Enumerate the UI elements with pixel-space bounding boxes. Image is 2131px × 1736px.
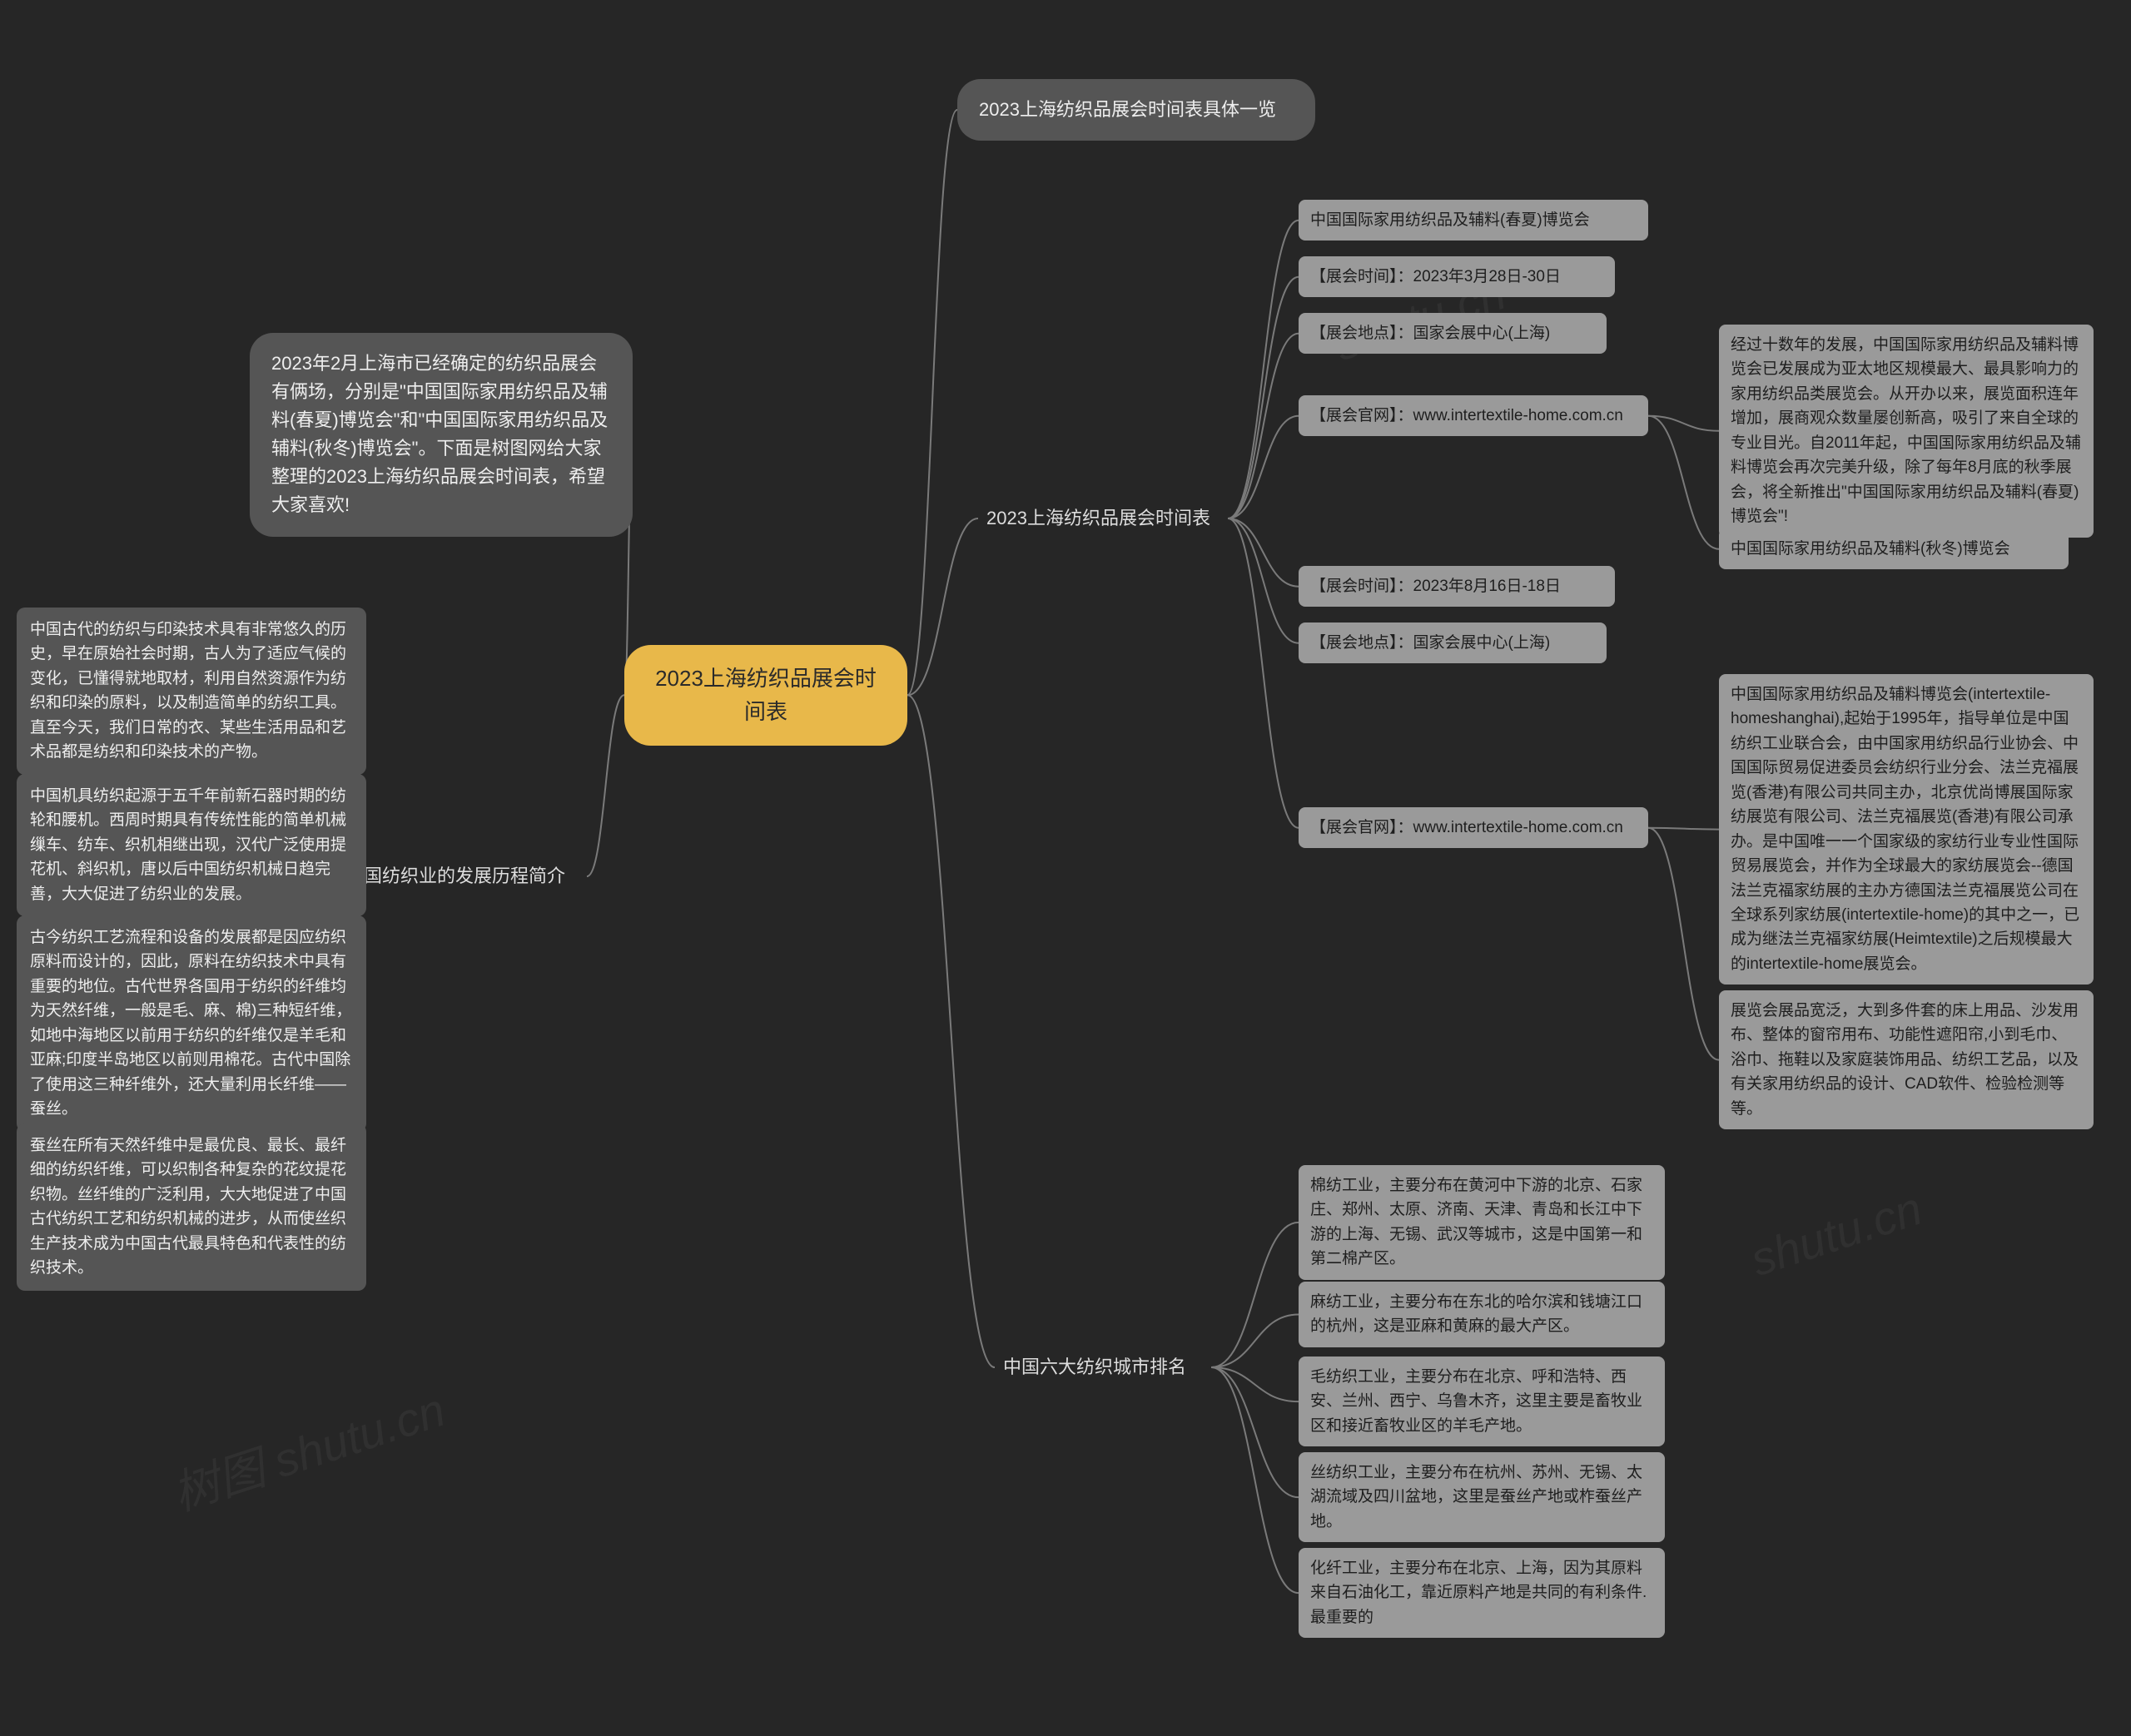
edge [587, 695, 624, 876]
mindmap-node-schedule[interactable]: 2023上海纺织品展会时间表 [978, 499, 1228, 538]
mindmap-node-s1[interactable]: 中国国际家用纺织品及辅料(春夏)博览会 [1299, 200, 1648, 241]
edge [1228, 334, 1299, 518]
edge [1648, 416, 1719, 431]
edge [1228, 518, 1299, 828]
mindmap-node-history[interactable]: 中国纺织业的发展历程简介 [337, 857, 587, 895]
edge [1211, 1314, 1299, 1367]
edge [1228, 277, 1299, 518]
mindmap-node-s7[interactable]: 【展会官网】：www.intertextile-home.com.cn [1299, 807, 1648, 848]
mindmap-root[interactable]: 2023上海纺织品展会时间表 [624, 645, 907, 746]
edge [1228, 416, 1299, 518]
mindmap-node-h1[interactable]: 中国古代的纺织与印染技术具有非常悠久的历史，早在原始社会时期，古人为了适应气候的… [17, 608, 366, 775]
edge [1211, 1367, 1299, 1401]
edge [1211, 1223, 1299, 1367]
edge [1228, 221, 1299, 518]
edge [1211, 1367, 1299, 1593]
edge [1648, 828, 1719, 830]
mindmap-node-s3[interactable]: 【展会地点】：国家会展中心(上海) [1299, 313, 1607, 354]
mindmap-node-c4[interactable]: 丝纺织工业，主要分布在杭州、苏州、无锡、太湖流域及四川盆地，这里是蚕丝产地或柞蚕… [1299, 1452, 1665, 1542]
mindmap-node-s4b[interactable]: 中国国际家用纺织品及辅料(秋冬)博览会 [1719, 528, 2069, 569]
edge [1648, 828, 1719, 1060]
mindmap-node-s2[interactable]: 【展会时间】：2023年3月28日-30日 [1299, 256, 1615, 297]
edge [1648, 416, 1719, 549]
edge [907, 518, 978, 695]
watermark: shutu.cn [1744, 1181, 1928, 1287]
mindmap-node-c2[interactable]: 麻纺工业，主要分布在东北的哈尔滨和钱塘江口的杭州，这是亚麻和黄麻的最大产区。 [1299, 1282, 1665, 1347]
edge [1211, 1367, 1299, 1497]
mindmap-node-s4[interactable]: 【展会官网】：www.intertextile-home.com.cn [1299, 395, 1648, 436]
watermark: 树图 shutu.cn [163, 1373, 453, 1525]
mindmap-node-intro[interactable]: 2023年2月上海市已经确定的纺织品展会有俩场，分别是"中国国际家用纺织品及辅料… [250, 333, 633, 537]
mindmap-node-h4[interactable]: 蚕丝在所有天然纤维中是最优良、最长、最纤细的纺织纤维，可以织制各种复杂的花纹提花… [17, 1123, 366, 1291]
mindmap-node-s7a[interactable]: 中国国际家用纺织品及辅料博览会(intertextile-homeshangha… [1719, 674, 2094, 985]
mindmap-node-overview[interactable]: 2023上海纺织品展会时间表具体一览 [957, 79, 1315, 141]
mindmap-node-s6[interactable]: 【展会地点】：国家会展中心(上海) [1299, 622, 1607, 663]
edge [1228, 518, 1299, 587]
edge [907, 110, 957, 695]
mindmap-node-s5[interactable]: 【展会时间】：2023年8月16日-18日 [1299, 566, 1615, 607]
edge [1228, 518, 1299, 643]
mindmap-node-h2[interactable]: 中国机具纺织起源于五千年前新石器时期的纺轮和腰机。西周时期具有传统性能的简单机械… [17, 774, 366, 916]
mindmap-node-s7b[interactable]: 展览会展品宽泛，大到多件套的床上用品、沙发用布、整体的窗帘用布、功能性遮阳帘,小… [1719, 990, 2094, 1129]
mindmap-node-c3[interactable]: 毛纺织工业，主要分布在北京、呼和浩特、西安、兰州、西宁、乌鲁木齐，这里主要是畜牧… [1299, 1357, 1665, 1446]
mindmap-node-s4a[interactable]: 经过十数年的发展，中国国际家用纺织品及辅料博览会已发展成为亚太地区规模最大、最具… [1719, 325, 2094, 538]
mindmap-node-c1[interactable]: 棉纺工业，主要分布在黄河中下游的北京、石家庄、郑州、太原、济南、天津、青岛和长江… [1299, 1165, 1665, 1280]
mindmap-node-c5[interactable]: 化纤工业，主要分布在北京、上海，因为其原料来自石油化工，靠近原料产地是共同的有利… [1299, 1548, 1665, 1638]
mindmap-node-cities[interactable]: 中国六大纺织城市排名 [995, 1348, 1211, 1386]
edge [907, 695, 995, 1367]
mindmap-node-h3[interactable]: 古今纺织工艺流程和设备的发展都是因应纺织原料而设计的，因此，原料在纺织技术中具有… [17, 915, 366, 1132]
